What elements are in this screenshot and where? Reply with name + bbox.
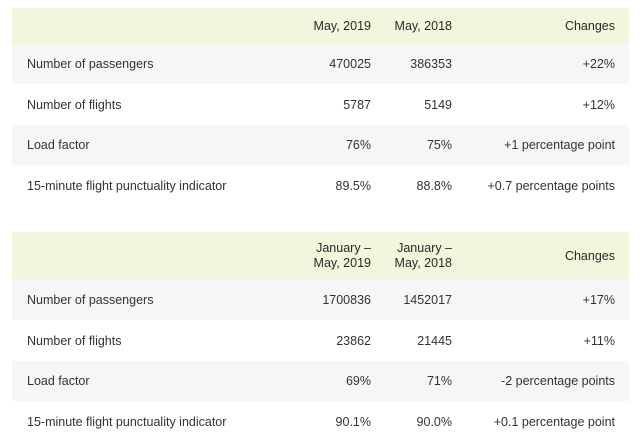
cumulative-header-jan-may-2018: January – May, 2018: [382, 232, 462, 279]
row-value-2018: 386353: [410, 57, 452, 71]
row-value-2018: 88.8%: [416, 178, 452, 193]
row-label: 15-minute flight punctuality indicator: [27, 414, 227, 429]
row-value-2018: 90.0%: [416, 414, 452, 429]
header-line: January –: [316, 240, 371, 255]
cumulative-header-changes: Changes: [564, 248, 615, 263]
row-value-2018: 21445: [417, 333, 452, 348]
row-value-2018: 75%: [426, 138, 452, 152]
row-value-2019: 5787: [343, 97, 371, 112]
row-value-2019: 90.1%: [335, 414, 371, 429]
header-line: May, 2019: [313, 255, 371, 270]
table-row: Number of flights 23862 21445 +11%: [12, 320, 629, 361]
row-value-2019: 76%: [345, 138, 371, 152]
row-value-2018: 5149: [424, 97, 452, 112]
row-value-2018: 71%: [426, 374, 452, 388]
row-change: -2 percentage points: [501, 374, 615, 388]
monthly-header-may-2019: May, 2019: [313, 19, 371, 33]
monthly-stats-table: May, 2019 May, 2018 Changes Number of pa…: [12, 8, 629, 206]
row-change: +17%: [582, 292, 615, 307]
row-change: +0.7 percentage points: [487, 178, 615, 193]
monthly-header-may-2018: May, 2018: [394, 19, 452, 33]
cumulative-header-jan-may-2019: January – May, 2019: [312, 232, 382, 279]
row-label: Number of flights: [27, 333, 122, 348]
row-label: Number of passengers: [27, 57, 154, 71]
row-value-2019: 1700836: [322, 292, 371, 307]
row-change: +22%: [582, 57, 615, 71]
cumulative-header-row: January – May, 2019 January – May, 2018 Ch…: [12, 232, 629, 279]
row-change: +11%: [583, 333, 615, 348]
row-label: Load factor: [27, 374, 90, 388]
row-label: Load factor: [27, 138, 90, 152]
table-row: Number of flights 5787 5149 +12%: [12, 84, 629, 125]
header-line: January –: [397, 240, 452, 255]
row-value-2019: 69%: [345, 374, 371, 388]
row-label: 15-minute flight punctuality indicator: [27, 178, 227, 193]
row-value-2019: 89.5%: [335, 178, 371, 193]
cumulative-stats-table: January – May, 2019 January – May, 2018 Ch…: [12, 232, 629, 442]
table-row: Load factor 76% 75% +1 percentage point: [12, 125, 629, 165]
table-row: Number of passengers 1700836 1452017 +17…: [12, 279, 629, 320]
row-label: Number of passengers: [27, 292, 154, 307]
cumulative-header-metric: [12, 232, 312, 279]
row-label: Number of flights: [27, 97, 122, 112]
header-line: May, 2018: [394, 255, 452, 270]
row-value-2019: 470025: [329, 57, 371, 71]
row-change: +1 percentage point: [504, 138, 615, 152]
monthly-header-metric: [12, 8, 312, 44]
table-row: Load factor 69% 71% -2 percentage points: [12, 361, 629, 401]
row-change: +0.1 percentage point: [493, 414, 615, 429]
table-row: Number of passengers 470025 386353 +22%: [12, 44, 629, 84]
table-row: 15-minute flight punctuality indicator 9…: [12, 401, 629, 442]
monthly-header-changes: Changes: [564, 19, 615, 33]
row-value-2018: 1452017: [403, 292, 452, 307]
table-row: 15-minute flight punctuality indicator 8…: [12, 165, 629, 206]
row-change: +12%: [582, 97, 615, 112]
monthly-header-row: May, 2019 May, 2018 Changes: [12, 8, 629, 44]
row-value-2019: 23862: [336, 333, 371, 348]
